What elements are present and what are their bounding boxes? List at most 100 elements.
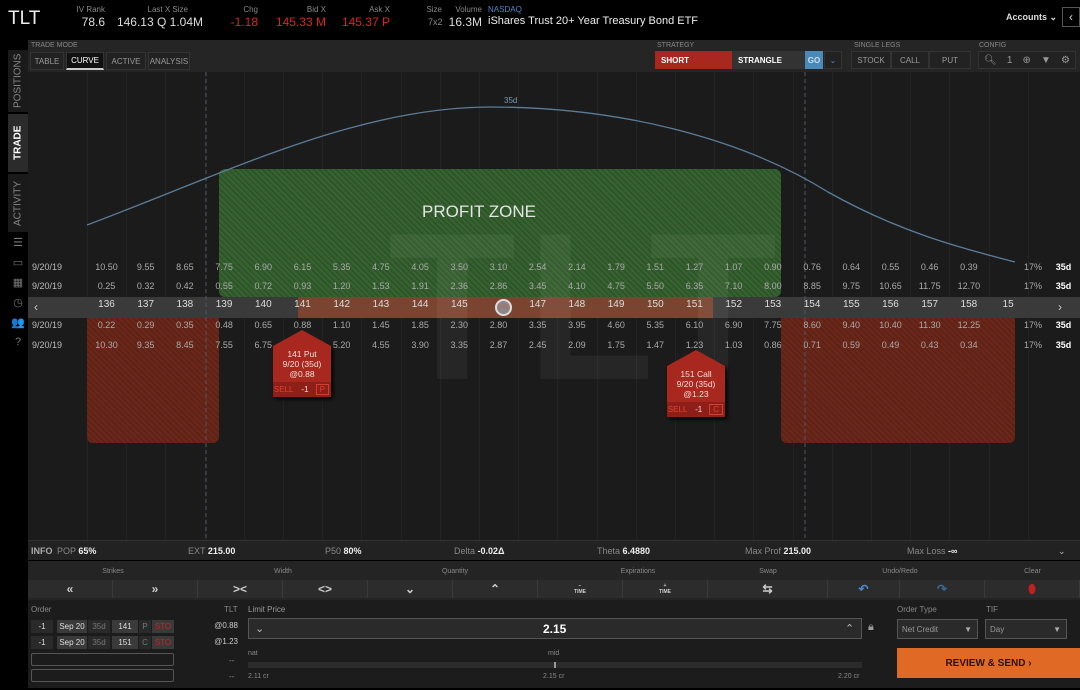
list-icon[interactable]: ☰ [13, 237, 23, 249]
order-marker-call[interactable]: 151 Call 9/20 (35d) @1.23 SELL -1 C [667, 350, 725, 417]
strike-136[interactable]: 136 [98, 299, 115, 310]
option-price[interactable]: 9.75 [842, 281, 861, 291]
option-price[interactable]: 4.10 [568, 281, 586, 291]
option-price[interactable]: 6.75 [254, 340, 273, 350]
limit-price-input[interactable]: ⌄ 2.15 ⌃ [248, 618, 862, 639]
community-icon[interactable]: 👥 [11, 317, 25, 329]
strike-138[interactable]: 138 [176, 299, 194, 310]
option-price[interactable]: 0.29 [136, 320, 155, 330]
option-price[interactable]: 5.20 [332, 340, 351, 350]
strike-144[interactable]: 144 [411, 299, 429, 310]
option-price[interactable]: 1.53 [372, 281, 390, 291]
option-price[interactable]: 11.75 [918, 281, 941, 291]
strike-153[interactable]: 153 [764, 299, 782, 310]
option-price[interactable]: 9.35 [136, 340, 155, 350]
time-minus-button[interactable]: − TIME [538, 580, 623, 598]
empty-leg-slot[interactable] [31, 653, 174, 666]
option-price[interactable]: 1.07 [724, 262, 743, 272]
tif-select[interactable]: Day [985, 619, 1067, 639]
leg-dte[interactable]: 35d [88, 620, 110, 633]
option-price[interactable]: 8.65 [176, 262, 194, 272]
leg-exp[interactable]: Sep 20 [57, 620, 87, 633]
option-price[interactable]: 7.75 [764, 320, 782, 330]
option-price[interactable]: 0.72 [254, 281, 273, 291]
option-price[interactable]: 0.39 [960, 262, 978, 272]
option-price[interactable]: 3.35 [450, 340, 469, 350]
calendar-icon[interactable]: ▦ [12, 277, 24, 289]
option-price[interactable]: 3.90 [411, 340, 429, 350]
leg-dte[interactable]: 35d [88, 636, 110, 649]
option-price[interactable]: 4.75 [372, 262, 390, 272]
option-price[interactable]: 0.90 [764, 262, 782, 272]
strike-148[interactable]: 148 [568, 299, 586, 310]
strikes-up-button[interactable]: » [113, 580, 198, 598]
option-price[interactable]: 5.35 [332, 262, 351, 272]
option-price[interactable]: 1.20 [332, 281, 351, 291]
option-price[interactable]: 0.65 [254, 320, 273, 330]
option-price[interactable]: 1.03 [724, 340, 743, 350]
price-up-button[interactable]: ⌃ [845, 623, 855, 635]
option-price[interactable]: 1.45 [372, 320, 390, 330]
option-price[interactable]: 1.91 [411, 281, 429, 291]
option-price[interactable]: 0.93 [293, 281, 312, 291]
option-price[interactable]: 2.80 [489, 320, 508, 330]
option-price[interactable]: 1.79 [607, 262, 625, 272]
option-price[interactable]: 2.54 [528, 262, 547, 272]
option-price[interactable]: 1.10 [332, 320, 351, 330]
option-price[interactable]: 0.42 [176, 281, 194, 291]
option-price[interactable]: 3.50 [450, 262, 469, 272]
option-price[interactable]: 7.75 [215, 262, 233, 272]
option-price[interactable]: 10.65 [879, 281, 902, 291]
tab-activity[interactable]: ACTIVITY [8, 174, 28, 232]
option-price[interactable]: 1.85 [411, 320, 429, 330]
scroll-left-button[interactable]: ‹ [34, 300, 38, 314]
leg-strike[interactable]: 151 [112, 636, 138, 649]
leg-effect[interactable]: STO [152, 620, 174, 633]
option-price[interactable]: 0.55 [215, 281, 233, 291]
option-price[interactable]: 0.22 [97, 320, 116, 330]
clear-button[interactable]: ⬮ [985, 580, 1080, 598]
option-price[interactable]: 2.87 [489, 340, 508, 350]
option-price[interactable]: 1.23 [685, 340, 704, 350]
option-price[interactable]: 0.25 [97, 281, 116, 291]
option-price[interactable]: 2.09 [568, 340, 586, 350]
option-price[interactable]: 0.32 [136, 281, 155, 291]
gear-icon[interactable]: ⚙ [1060, 54, 1070, 66]
accounts-dropdown[interactable]: Accounts ⌄ [1006, 12, 1057, 23]
option-price[interactable]: 4.60 [607, 320, 625, 330]
option-price[interactable]: 7.10 [724, 281, 743, 291]
option-price[interactable]: 1.47 [646, 340, 665, 350]
option-price[interactable]: 12.70 [957, 281, 981, 291]
option-price[interactable]: 8.45 [176, 340, 194, 350]
option-price[interactable]: 0.76 [803, 262, 821, 272]
option-price[interactable]: 1.51 [646, 262, 665, 272]
leg-exp[interactable]: Sep 20 [57, 636, 87, 649]
order-type-select[interactable]: Net Credit [897, 619, 978, 639]
option-price[interactable]: 0.86 [764, 340, 782, 350]
mode-analysis[interactable]: ANALYSIS [148, 52, 190, 70]
price-down-button[interactable]: ⌄ [255, 623, 265, 635]
stock-button[interactable]: STOCK [851, 51, 891, 69]
strike-151[interactable]: 151 [686, 299, 703, 310]
strike-152[interactable]: 152 [725, 299, 743, 310]
option-price[interactable]: 0.46 [920, 262, 939, 272]
option-price[interactable]: 8.60 [803, 320, 821, 330]
price-slider[interactable] [248, 662, 862, 668]
price-slider-thumb[interactable] [554, 662, 556, 668]
option-price[interactable]: 0.64 [842, 262, 861, 272]
option-price[interactable]: 8.00 [764, 281, 782, 291]
option-price[interactable]: 5.35 [646, 320, 665, 330]
option-price[interactable]: 10.30 [95, 340, 118, 350]
side-button-short[interactable]: SHORT [655, 51, 732, 69]
option-price[interactable]: 1.75 [607, 340, 625, 350]
strikes-down-button[interactable]: « [28, 580, 113, 598]
strike-137[interactable]: 137 [137, 299, 155, 310]
filter-icon[interactable]: ▼ [1040, 54, 1051, 66]
mode-active[interactable]: ACTIVE [106, 52, 146, 70]
clock-icon[interactable]: ◷ [13, 297, 23, 309]
option-price[interactable]: 6.35 [685, 281, 704, 291]
tab-positions[interactable]: POSITIONS [8, 50, 28, 112]
tv-icon[interactable]: ▭ [12, 257, 24, 269]
mode-curve[interactable]: CURVE [66, 52, 104, 70]
leg-type[interactable]: P [139, 620, 151, 633]
